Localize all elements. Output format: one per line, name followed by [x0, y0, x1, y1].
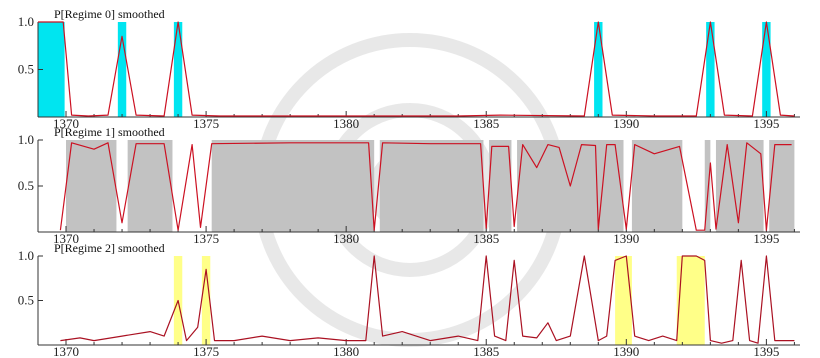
x-tick-label: 1395: [753, 231, 779, 246]
y-tick-label: 0.5: [18, 293, 34, 308]
regime-band-1-8: [715, 140, 764, 232]
regime-band-1-1: [127, 140, 173, 232]
regime-band-0-4: [706, 22, 715, 117]
panel-regime-0: 0.5 1.0 1370 1375 1380 1385 1390 1395 P[Regime 0…: [18, 7, 800, 131]
x-tick-label: 1370: [53, 231, 79, 246]
x-tick-label: 1390: [613, 116, 639, 131]
panel-regime-1: 0.5 1.0 1370 1375 1380 1385 1390 1395 P[Regime 1…: [18, 125, 800, 246]
x-tick-label: 1375: [193, 344, 219, 358]
panel-title: P[Regime 1] smoothed: [54, 125, 165, 139]
regime-band-1-2: [211, 140, 375, 232]
x-tick-label: 1385: [473, 231, 499, 246]
panel-title: P[Regime 0] smoothed: [54, 7, 165, 21]
y-tick-label: 0.5: [18, 178, 34, 193]
x-tick-label: 1385: [473, 116, 499, 131]
y-tick-label: 0.5: [18, 62, 34, 77]
x-tick-label: 1395: [753, 344, 779, 358]
y-tick-label: 1.0: [18, 248, 34, 263]
x-tick-label: 1395: [753, 116, 779, 131]
regime-band-0-2: [173, 22, 183, 117]
regime-band-0-3: [594, 22, 603, 117]
x-tick-label: 1380: [333, 344, 359, 358]
x-tick-label: 1390: [613, 344, 639, 358]
regime-band-1-9: [769, 140, 795, 232]
regime-band-1-7: [704, 140, 711, 232]
regime-band-2-1: [201, 256, 211, 345]
x-tick-label: 1390: [613, 231, 639, 246]
regime-band-2-2: [615, 256, 632, 345]
x-tick-label: 1375: [193, 116, 219, 131]
regime-band-1-3: [379, 140, 484, 232]
series-line-2: [60, 255, 795, 344]
panel-title: P[Regime 2] smoothed: [54, 241, 165, 255]
x-tick-label: 1380: [333, 116, 359, 131]
x-tick-label: 1385: [473, 344, 499, 358]
panel-regime-2: 0.5 1.0 1370 1375 1380 1385 1390 1395 P[Regime 2…: [18, 241, 800, 358]
x-tick-label: 1370: [53, 344, 79, 358]
regime-band-0-5: [762, 22, 771, 117]
x-tick-label: 1370: [53, 116, 79, 131]
regime-band-1-0: [66, 140, 117, 232]
y-tick-label: 1.0: [18, 14, 34, 29]
x-tick-label: 1375: [193, 231, 219, 246]
series-line-0: [38, 21, 795, 117]
series-line-1: [59, 142, 792, 231]
regime-band-0-1: [117, 22, 127, 117]
x-tick-label: 1380: [333, 231, 359, 246]
regime-band-1-6: [631, 140, 683, 232]
regime-band-1-4: [489, 140, 512, 232]
y-tick-label: 1.0: [18, 132, 34, 147]
